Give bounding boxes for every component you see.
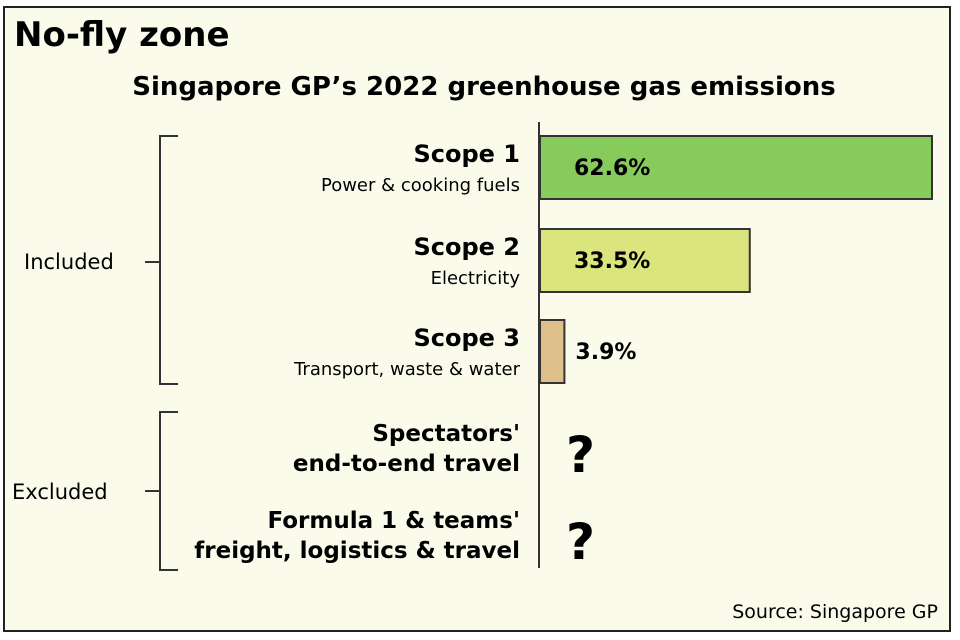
excluded-label: Spectators' bbox=[372, 421, 520, 447]
category-label: Scope 1 bbox=[413, 140, 520, 168]
data-label: 3.9% bbox=[575, 340, 636, 365]
bar-scope-2 bbox=[539, 228, 751, 293]
category-description: Power & cooking fuels bbox=[321, 175, 520, 196]
category-label: Scope 3 bbox=[413, 324, 520, 352]
excluded-label: Formula 1 & teams' bbox=[267, 508, 520, 534]
group-label-included: Included bbox=[24, 250, 114, 274]
excluded-label: end-to-end travel bbox=[293, 451, 520, 477]
included-bracket bbox=[145, 135, 178, 385]
category-description: Transport, waste & water bbox=[293, 359, 521, 380]
bar-scope-3 bbox=[539, 319, 566, 384]
data-label: 33.5% bbox=[574, 249, 650, 274]
unknown-value-mark: ? bbox=[566, 513, 595, 571]
excluded-bracket bbox=[145, 411, 178, 571]
chart-title: Singapore GP’s 2022 greenhouse gas emiss… bbox=[132, 72, 836, 102]
group-label-excluded: Excluded bbox=[12, 480, 108, 504]
category-description: Electricity bbox=[431, 268, 521, 289]
page-title: No-fly zone bbox=[14, 15, 230, 55]
data-label: 62.6% bbox=[574, 156, 650, 181]
bar-scope-1 bbox=[539, 135, 933, 200]
excluded-label: freight, logistics & travel bbox=[194, 538, 520, 564]
unknown-value-mark: ? bbox=[566, 426, 595, 484]
source-note: Source: Singapore GP bbox=[732, 601, 938, 623]
category-label: Scope 2 bbox=[413, 233, 520, 261]
